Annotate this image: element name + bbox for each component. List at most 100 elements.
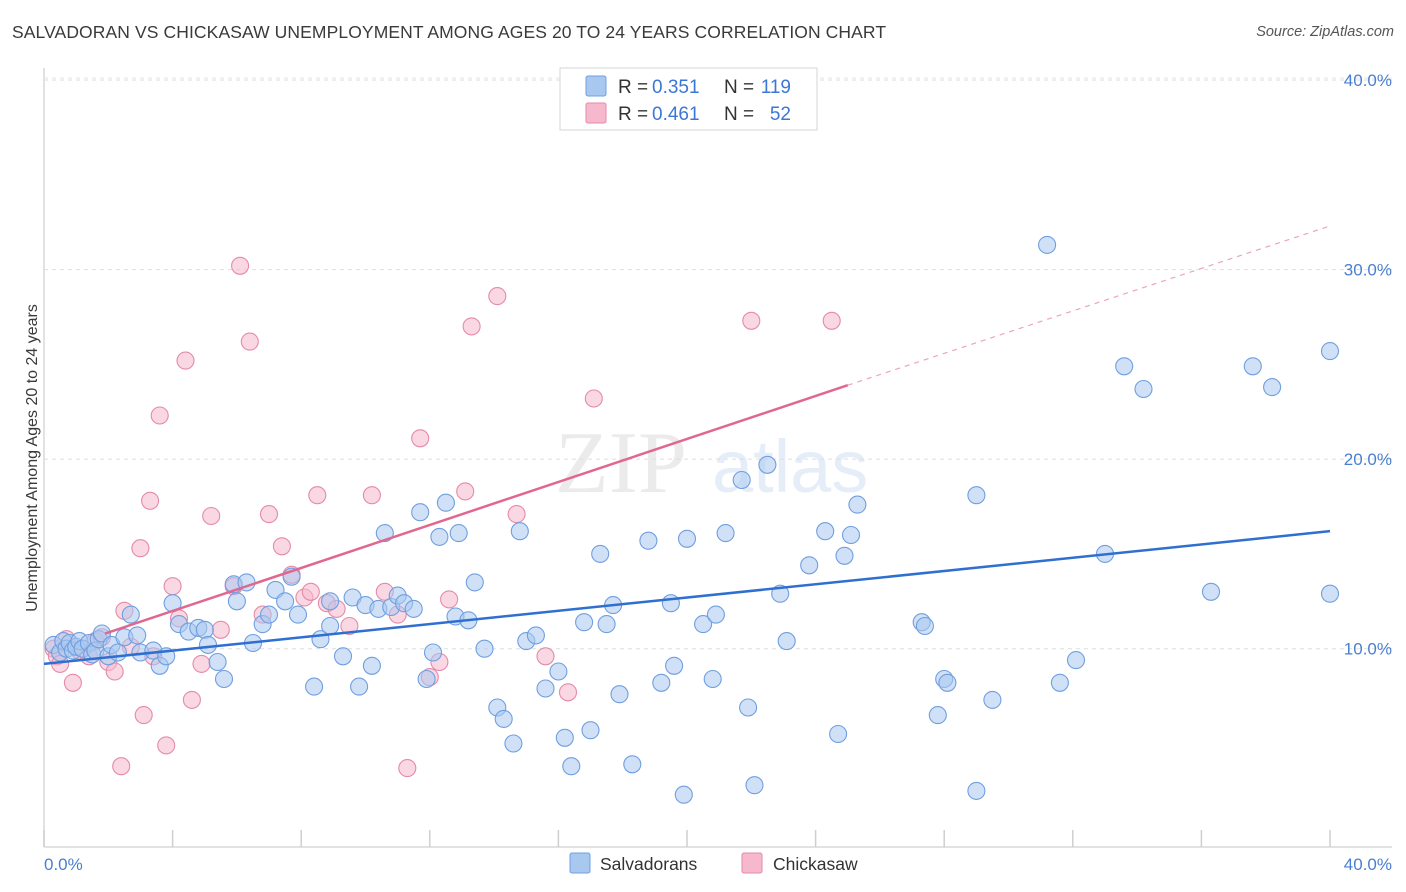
x-tick-label-min: 0.0% bbox=[44, 855, 83, 874]
salvadoran-point bbox=[305, 677, 324, 696]
chickasaw-point bbox=[411, 429, 430, 448]
legend-swatch-chickasaw bbox=[585, 102, 607, 124]
chickasaw-point bbox=[301, 582, 320, 601]
salvadoran-point bbox=[198, 635, 218, 654]
salvadoran-point bbox=[716, 524, 735, 543]
salvadoran-point bbox=[362, 656, 381, 675]
salvadoran-point bbox=[288, 605, 308, 624]
legend-r-label-2: R = bbox=[618, 104, 648, 125]
legend-n-value-1: 119 bbox=[761, 77, 791, 98]
chickasaw-point bbox=[308, 486, 327, 505]
y-tick-label: 20.0% bbox=[1344, 450, 1392, 469]
salvadoran-point bbox=[1038, 235, 1057, 254]
y-axis-tick-labels: 10.0% 20.0% 30.0% 40.0% bbox=[1344, 71, 1392, 659]
chickasaw-point bbox=[202, 506, 221, 526]
legend-r-value-2: 0.461 bbox=[652, 104, 700, 125]
y-tick-label: 30.0% bbox=[1344, 261, 1392, 280]
watermark-atlas: atlas bbox=[712, 425, 868, 508]
source-label: Source: ZipAtlas.com bbox=[1256, 24, 1394, 40]
salvadoran-point bbox=[928, 706, 947, 725]
x-axis-ticks bbox=[43, 830, 1331, 847]
salvadoran-point bbox=[350, 677, 369, 696]
salvadoran-point bbox=[404, 599, 423, 618]
chickasaw-point bbox=[822, 311, 841, 330]
salvadoran-point bbox=[555, 728, 574, 747]
salvadoran-point bbox=[423, 643, 443, 662]
salvadoran-point bbox=[835, 546, 854, 565]
trend-lines bbox=[43, 225, 1331, 666]
salvadoran-point bbox=[1115, 357, 1134, 376]
chickasaw-trend-extension bbox=[847, 225, 1331, 386]
chickasaw-point bbox=[398, 759, 417, 778]
salvadoran-point bbox=[1066, 651, 1086, 670]
chickasaw-point bbox=[157, 736, 176, 755]
bottom-legend-label-chickasaw: Chickasaw bbox=[773, 854, 858, 874]
salvadoran-point bbox=[1320, 584, 1340, 603]
salvadoran-point bbox=[321, 592, 340, 611]
salvadoran-point bbox=[1050, 673, 1069, 692]
salvadoran-point bbox=[848, 495, 867, 514]
chickasaw-point bbox=[163, 577, 182, 596]
salvadoran-point bbox=[510, 522, 529, 541]
bottom-legend: Salvadorans Chickasaw bbox=[569, 852, 858, 874]
bottom-legend-swatch-chickasaw bbox=[741, 852, 763, 874]
x-tick-label-max: 40.0% bbox=[1344, 855, 1392, 874]
salvadoran-point bbox=[777, 632, 796, 651]
chickasaw-point bbox=[462, 317, 481, 336]
salvadoran-point bbox=[938, 673, 957, 692]
chickasaw-points bbox=[44, 256, 841, 778]
watermark: ZIP atlas bbox=[555, 415, 868, 512]
salvadoran-point bbox=[108, 643, 127, 662]
salvadoran-point bbox=[449, 524, 468, 543]
chickasaw-point bbox=[131, 539, 150, 558]
salvadoran-point bbox=[983, 690, 1002, 709]
salvadoran-point bbox=[816, 522, 835, 541]
salvadoran-point bbox=[128, 626, 147, 645]
salvadoran-point bbox=[504, 734, 523, 753]
salvadoran-point bbox=[661, 594, 680, 613]
salvadoran-point bbox=[610, 685, 629, 704]
chickasaw-point bbox=[488, 287, 507, 306]
salvadoran-point bbox=[674, 785, 693, 804]
salvadoran-point bbox=[208, 652, 227, 672]
chickasaw-point bbox=[112, 757, 131, 776]
salvadoran-point bbox=[227, 592, 246, 611]
salvadoran-point bbox=[526, 626, 545, 645]
y-tick-label: 40.0% bbox=[1344, 71, 1392, 90]
chickasaw-point bbox=[192, 654, 211, 673]
salvadoran-point bbox=[800, 556, 819, 575]
salvadoran-point bbox=[536, 679, 555, 698]
legend-n-label-1: N = bbox=[724, 77, 754, 98]
salvadoran-point bbox=[623, 755, 642, 774]
legend-swatch-salvadorans bbox=[585, 75, 607, 97]
salvadoran-point bbox=[581, 721, 600, 740]
chickasaw-point bbox=[141, 491, 160, 510]
salvadoran-trend-line bbox=[43, 529, 1331, 666]
salvadoran-point bbox=[321, 616, 340, 636]
salvadoran-point bbox=[417, 669, 436, 689]
chickasaw-point bbox=[134, 706, 153, 725]
salvadoran-point bbox=[694, 615, 713, 634]
salvadoran-point bbox=[333, 647, 353, 666]
chickasaw-point bbox=[231, 256, 250, 275]
salvadoran-point bbox=[739, 698, 758, 717]
salvadoran-point bbox=[436, 493, 455, 512]
chickasaw-point bbox=[211, 620, 230, 639]
salvadoran-point bbox=[259, 605, 279, 624]
salvadoran-point bbox=[411, 503, 430, 522]
salvadoran-point bbox=[703, 669, 722, 689]
y-axis-label: Unemployment Among Ages 20 to 24 years bbox=[24, 304, 41, 612]
legend-n-value-2: 52 bbox=[770, 104, 791, 125]
salvadoran-point bbox=[677, 529, 697, 548]
chickasaw-point bbox=[456, 482, 475, 501]
salvadoran-point bbox=[475, 639, 494, 658]
chickasaw-trend-line bbox=[104, 384, 849, 635]
salvadoran-point bbox=[829, 724, 848, 744]
salvadoran-point bbox=[214, 669, 234, 689]
chickasaw-point bbox=[742, 311, 761, 330]
salvadoran-point bbox=[430, 527, 449, 546]
chickasaw-point bbox=[362, 486, 381, 505]
salvadoran-point bbox=[1134, 379, 1153, 399]
salvadoran-point bbox=[745, 776, 764, 795]
